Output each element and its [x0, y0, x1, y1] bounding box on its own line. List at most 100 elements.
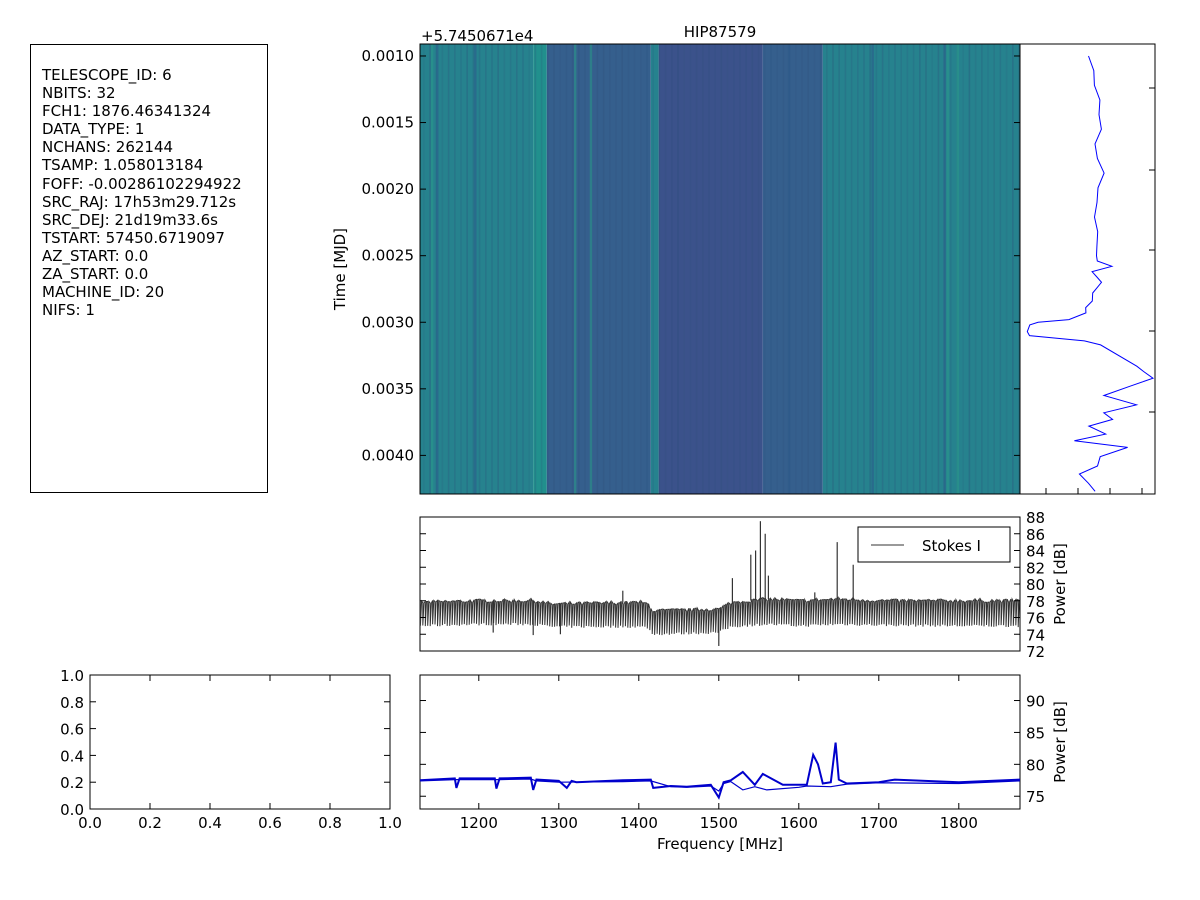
waterfall-stripe: [925, 44, 927, 494]
waterfall-stripe: [633, 44, 636, 494]
header-lines: TELESCOPE_ID: 6 NBITS: 32 FCH1: 1876.46341…: [42, 66, 242, 319]
waterfall-stripe: [1005, 44, 1008, 494]
waterfall-stripe: [968, 44, 971, 494]
y-axis-label: Power [dB]: [1051, 543, 1069, 625]
x-tick-label: 1600: [780, 814, 818, 832]
waterfall-feature: [787, 44, 791, 494]
waterfall-stripe: [875, 44, 878, 494]
header-line: SRC_RAJ: 17h53m29.712s: [42, 192, 237, 211]
waterfall-band: [546, 44, 651, 494]
waterfall-stripe: [931, 44, 933, 494]
waterfall-stripe: [621, 44, 623, 494]
waterfall-stripe: [509, 44, 512, 494]
waterfall-stripe: [491, 44, 493, 494]
waterfall-stripe: [962, 44, 964, 494]
waterfall-stripe: [584, 44, 586, 494]
bottom-spectrum-plot: 1200 1300 1400 1500 1600 1700 1800 75 80 85 90 Freq…: [419, 674, 1069, 853]
waterfall-stripe: [1018, 44, 1020, 494]
waterfall-stripe: [571, 44, 574, 494]
empty-axes-plot: 0.0 0.2 0.4 0.6 0.8 1.0 0.0 0.2 0.4 0.6 0.8 1.0: [60, 667, 402, 832]
waterfall-stripe: [689, 44, 692, 494]
header-line: DATA_TYPE: 1: [42, 120, 145, 139]
waterfall-feature: [956, 44, 959, 494]
waterfall-stripe: [981, 44, 983, 494]
y-tick-label: 88: [1026, 509, 1045, 527]
waterfall-stripe: [447, 44, 450, 494]
waterfall-feature: [574, 44, 577, 494]
waterfall-stripe: [609, 44, 611, 494]
waterfall-stripe: [702, 44, 704, 494]
waterfall-stripe: [615, 44, 617, 494]
time-series-frame: [1019, 43, 1156, 495]
time-series-line: [1026, 55, 1155, 492]
waterfall-stripe: [819, 44, 822, 494]
waterfall-stripe: [850, 44, 853, 494]
y-axis-label: Time [MJD]: [331, 228, 349, 311]
y-tick-label: 0.0035: [362, 380, 415, 398]
waterfall-stripe: [627, 44, 630, 494]
header-line: AZ_START: 0.0: [42, 246, 149, 265]
y-tick-label: 84: [1026, 543, 1045, 561]
header-line: NIFS: 1: [42, 301, 95, 320]
waterfall-stripe: [553, 44, 555, 494]
power-series-line: [419, 778, 1021, 792]
y-tick-label: 74: [1026, 626, 1045, 644]
waterfall-stripe: [838, 44, 840, 494]
waterfall-feature: [589, 44, 593, 494]
waterfall-stripe: [559, 44, 561, 494]
y-tick-label: 90: [1026, 693, 1045, 711]
waterfall-stripe: [776, 44, 778, 494]
header-line: TSAMP: 1.058013184: [42, 156, 204, 175]
bottom-spectrum-frame: [419, 674, 1021, 810]
waterfall-stripe: [987, 44, 989, 494]
y-axis-label: Power [dB]: [1051, 701, 1069, 783]
waterfall-feature: [871, 44, 874, 494]
y-tick-label: 86: [1026, 526, 1045, 544]
waterfall-stripe: [522, 44, 524, 494]
waterfall-stripe: [745, 44, 747, 494]
header-line: SRC_DEJ: 21d19m33.6s: [42, 210, 218, 229]
waterfall-stripe: [881, 44, 884, 494]
waterfall-stripe: [733, 44, 735, 494]
waterfall-feature: [436, 44, 439, 494]
waterfall-band: [658, 44, 763, 494]
waterfall-stripe: [640, 44, 642, 494]
waterfall-stripe: [726, 44, 729, 494]
waterfall-stripe: [578, 44, 580, 494]
stokes-i-line: [419, 596, 1020, 636]
waterfall-stripe: [540, 44, 543, 494]
waterfall-stripe: [999, 44, 1002, 494]
waterfall-stripe: [782, 44, 785, 494]
waterfall-stripe: [900, 44, 902, 494]
waterfall-stripe: [888, 44, 890, 494]
waterfall-stripe: [857, 44, 859, 494]
y-tick-label: 76: [1026, 610, 1045, 628]
y-tick-label: 0.0025: [362, 247, 415, 265]
y-tick-label: 72: [1026, 643, 1045, 661]
header-info-panel: TELESCOPE_ID: 6 NBITS: 32 FCH1: 1876.46341…: [30, 44, 268, 493]
y-tick-label: 75: [1026, 788, 1045, 806]
x-tick-label: 0.0: [78, 814, 102, 832]
x-tick-label: 1200: [460, 814, 498, 832]
y-tick-label: 0.6: [60, 721, 84, 739]
waterfall-stripe: [534, 44, 537, 494]
waterfall-stripe: [993, 44, 995, 494]
waterfall-stripe: [795, 44, 797, 494]
waterfall-stripe: [441, 44, 444, 494]
waterfall-stripe: [664, 44, 667, 494]
waterfall-stripe: [683, 44, 685, 494]
waterfall-stripe: [826, 44, 828, 494]
waterfall-stripe: [801, 44, 803, 494]
waterfall-band: [420, 44, 534, 494]
waterfall-stripe: [764, 44, 766, 494]
empty-axes-frame: [89, 674, 391, 810]
header-line: FOFF: -0.00286102294922: [42, 174, 242, 193]
waterfall-stripe: [652, 44, 654, 494]
y-tick-label: 0.0040: [362, 446, 415, 464]
waterfall-feature: [430, 44, 434, 494]
waterfall-stripe: [894, 44, 896, 494]
waterfall-stripe: [472, 44, 475, 494]
waterfall-stripe: [751, 44, 754, 494]
